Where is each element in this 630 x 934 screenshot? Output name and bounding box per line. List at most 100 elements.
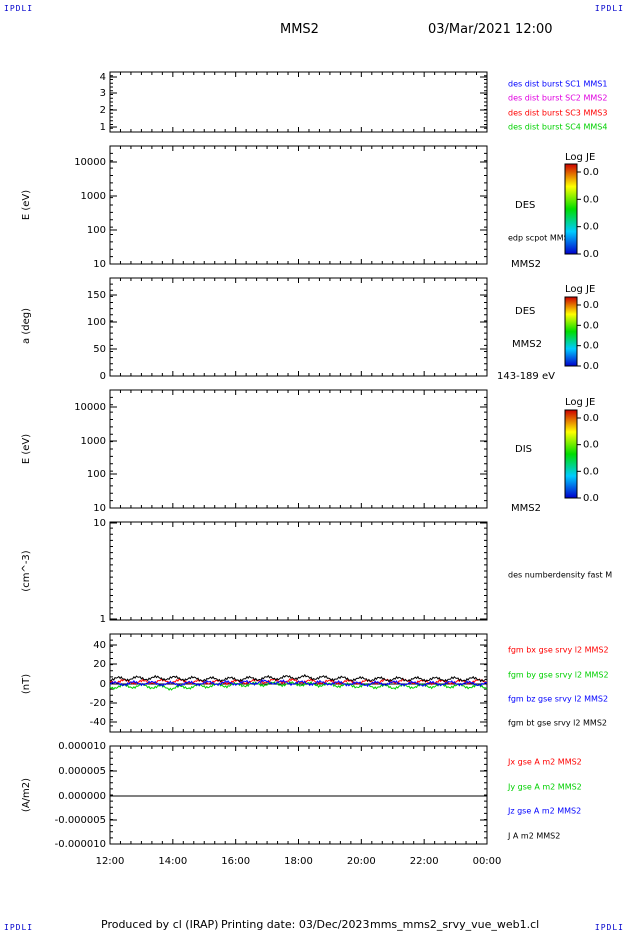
legend-entry: des dist burst SC4 MMS4 — [508, 123, 607, 132]
y-tick-label: -0.000005 — [55, 815, 106, 826]
y-tick-label: -40 — [90, 717, 106, 728]
colorbar-scale — [564, 296, 578, 367]
colorbar-scale — [564, 409, 578, 499]
series-line — [109, 678, 488, 688]
side-label: DES — [515, 200, 535, 211]
panel-des_pitch: 150 100 50 0 a (deg) DES MMS2 143-189 eV — [21, 277, 555, 382]
colorbar-tick-label: 0.0 — [583, 493, 599, 504]
y-tick-label: 10 — [93, 518, 106, 529]
y-tick-label: 150 — [87, 290, 106, 301]
y-tick-label: 1 — [100, 122, 106, 133]
y-tick-label: 20 — [93, 659, 106, 670]
footer-printing-date: Printing date: 03/Dec/2023 — [221, 918, 370, 931]
y-tick-label: 10000 — [74, 402, 106, 413]
x-tick-label: 20:00 — [347, 856, 376, 867]
panel-des_energy: 10000 1000 100 10 E (eV) DES edp scpot MMS2 MMS… — [21, 145, 574, 270]
colorbar-tick-label: 0.0 — [583, 413, 599, 424]
y-axis-label: a (deg) — [21, 308, 32, 344]
bottom-label: 143-189 eV — [497, 371, 555, 382]
colorbar-tick-label: 0.0 — [583, 466, 599, 477]
colorbar-3: Log JE 0.0 0.0 0.0 0.0 — [564, 397, 599, 504]
legend-entry: des dist burst SC3 MMS3 — [508, 109, 607, 118]
legend-entry: fgm bx gse srvy l2 MMS2 — [508, 646, 609, 655]
y-tick-label: 1 — [100, 614, 106, 625]
colorbar-tick-label: 0.0 — [583, 440, 599, 451]
series-bt — [109, 673, 488, 683]
side-label: DES — [515, 306, 535, 317]
colorbar-tick-label: 0.0 — [583, 341, 599, 352]
colorbar-tick-label: 0.0 — [583, 194, 599, 205]
panel-burst: 4 3 2 1 des dist burst SC1 MMS1 des dist burs… — [100, 71, 607, 133]
panel-current: 0.000010 0.000005 0.000000 -0.000005 -0.0000… — [21, 741, 582, 850]
panel-dis_energy: 10000 1000 100 10 E (eV) DIS MMS2 — [21, 389, 541, 514]
colorbar-title: Log JE — [565, 397, 595, 408]
y-tick-label: 40 — [93, 640, 106, 651]
y-tick-label: 100 — [87, 469, 106, 480]
y-tick-label: 0 — [100, 371, 106, 382]
colorbar-tick-label: 0.0 — [583, 300, 599, 311]
x-tick-label: 16:00 — [221, 856, 250, 867]
legend-entry: Jy gse A m2 MMS2 — [507, 783, 582, 792]
colorbar-title: Log JE — [565, 152, 595, 163]
y-axis-label: E (eV) — [21, 190, 32, 220]
y-tick-label: 0.000005 — [58, 766, 106, 777]
y-axis-label: (A/m2) — [21, 778, 32, 812]
y-tick-label: -0.000010 — [55, 839, 106, 850]
y-tick-label: -20 — [90, 698, 106, 709]
panel-frame — [109, 389, 488, 509]
colorbar-2: Log JE 0.0 0.0 0.0 0.0 — [564, 284, 599, 372]
y-axis-label: E (eV) — [21, 434, 32, 464]
panel-frame — [109, 71, 488, 133]
corner-label-bottom-left: IPDLI — [4, 923, 34, 932]
panel-frame — [109, 745, 488, 845]
corner-label-top-right: IPDLI — [594, 4, 624, 13]
panel-frame — [109, 521, 488, 621]
y-tick-label: 0 — [100, 679, 106, 690]
corner-label-bottom-right: IPDLI — [594, 923, 624, 932]
y-tick-label: 4 — [100, 72, 106, 83]
x-tick-label: 14:00 — [158, 856, 187, 867]
y-tick-label: 0.000010 — [58, 741, 106, 752]
colorbar-title: Log JE — [565, 284, 595, 295]
legend-entry: fgm by gse srvy l2 MMS2 — [508, 671, 609, 680]
footer-produced-by: Produced by cl (IRAP) — [101, 918, 219, 931]
colorbar-1: Log JE 0.0 0.0 0.0 0.0 — [564, 152, 599, 260]
colorbar-tick-label: 0.0 — [583, 320, 599, 331]
legend-entry: Jz gse A m2 MMS2 — [507, 807, 581, 816]
legend-entry: fgm bt gse srvy l2 MMS2 — [508, 719, 607, 728]
date-title: 03/Mar/2021 12:00 — [428, 22, 553, 37]
colorbar-tick-label: 0.0 — [583, 222, 599, 233]
y-tick-label: 0.000000 — [58, 791, 106, 802]
footer-file: mms_mms2_srvy_vue_web1.cl — [370, 918, 540, 931]
legend-entry: des dist burst SC1 MMS1 — [508, 80, 607, 89]
legend-entry: des dist burst SC2 MMS2 — [508, 94, 607, 103]
y-tick-label: 3 — [100, 88, 106, 99]
legend-entry: des numberdensity fast M — [508, 571, 612, 580]
y-tick-label: 1000 — [81, 191, 106, 202]
side-label: DIS — [515, 444, 532, 455]
y-tick-label: 10 — [93, 503, 106, 514]
side-label-2: MMS2 — [512, 339, 542, 350]
x-tick-label: 00:00 — [473, 856, 502, 867]
colorbar-tick-label: 0.0 — [583, 361, 599, 372]
y-tick-label: 10000 — [74, 157, 106, 168]
legend-entry: Jx gse A m2 MMS2 — [507, 758, 582, 767]
panel-frame — [109, 145, 488, 265]
bottom-label: MMS2 — [511, 259, 541, 270]
x-tick-label: 22:00 — [410, 856, 439, 867]
legend-entry: fgm bz gse srvy l2 MMS2 — [508, 695, 608, 704]
y-axis-label: (nT) — [21, 674, 32, 694]
side-label-2: edp scpot MMS2 — [508, 234, 574, 243]
y-tick-label: 2 — [100, 105, 106, 116]
y-tick-label: 100 — [87, 225, 106, 236]
y-tick-label: 100 — [87, 317, 106, 328]
panel-density: 10 1 (cm^-3) des numberdensity fast M — [21, 518, 612, 625]
y-tick-label: 10 — [93, 259, 106, 270]
series-line — [109, 673, 488, 683]
x-tick-label: 12:00 — [96, 856, 125, 867]
legend-entry: J A m2 MMS2 — [507, 832, 560, 841]
bottom-label: MMS2 — [511, 503, 541, 514]
x-tick-label: 18:00 — [284, 856, 313, 867]
y-axis-label: (cm^-3) — [21, 550, 32, 591]
